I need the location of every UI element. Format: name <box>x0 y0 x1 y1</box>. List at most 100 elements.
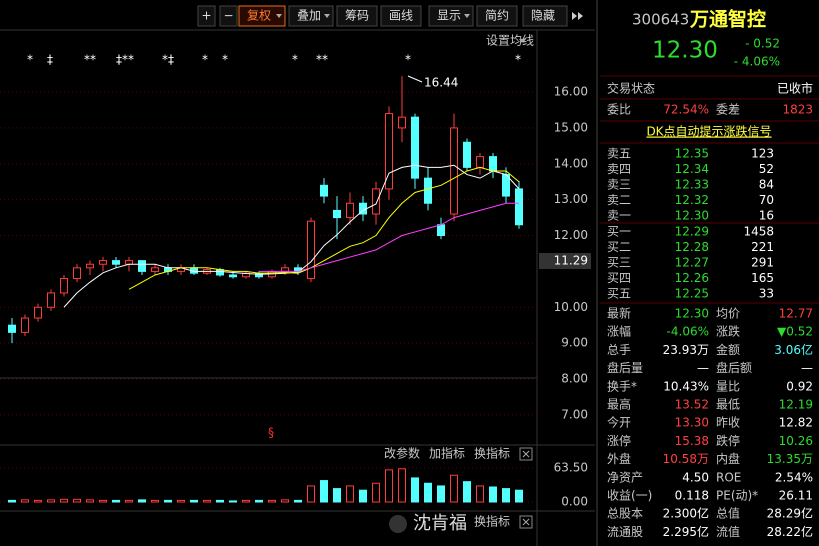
volume-bar <box>125 499 133 503</box>
volume-bar <box>515 489 523 503</box>
stat-value: 28.29亿 <box>767 506 813 521</box>
candle-body <box>125 260 133 265</box>
indicator-button[interactable]: 改参数 <box>384 446 420 461</box>
stat-value: 2.300亿 <box>663 506 709 521</box>
toolbar-button[interactable] <box>380 5 422 27</box>
event-marker[interactable]: * <box>202 53 208 67</box>
event-marker[interactable]: ** <box>84 53 96 67</box>
bid-volume: 33 <box>759 287 774 301</box>
diff-value: 1823 <box>782 103 813 117</box>
toolbar-button[interactable] <box>428 5 474 27</box>
toolbar-label: 筹码 <box>345 9 369 23</box>
volume-bar <box>242 499 250 503</box>
candle-body <box>60 278 68 294</box>
ask-price: 12.30 <box>675 209 709 223</box>
close-button[interactable] <box>519 515 533 529</box>
stat-value: 26.11 <box>779 489 813 503</box>
bid-label: 买一 <box>607 225 631 239</box>
toolbar-label: 画线 <box>389 9 413 23</box>
toolbar-button[interactable] <box>288 5 334 27</box>
diff-label: 委差 <box>716 103 740 117</box>
watermark: 沈肯福 <box>413 513 467 534</box>
dividend-marker: § <box>268 426 274 440</box>
volume-bar <box>476 485 484 503</box>
stat-label: 外盘 <box>607 451 631 466</box>
close-icon <box>522 518 530 526</box>
indicator-button[interactable]: 换指标 <box>474 446 510 461</box>
event-marker[interactable]: * <box>405 53 411 67</box>
indicator-button[interactable]: 加指标 <box>429 446 465 461</box>
indicator-button[interactable]: 换指标 <box>474 514 510 529</box>
candle-body <box>8 324 16 333</box>
volume-bar <box>268 499 276 503</box>
high-label: 16.44 <box>424 76 458 90</box>
volume-bar <box>333 488 341 503</box>
stat-value: 15.38 <box>675 434 709 448</box>
volume-bar <box>372 482 380 503</box>
bid-volume: 165 <box>751 271 774 285</box>
candle-body <box>21 317 29 333</box>
stat-label: 净资产 <box>607 470 643 484</box>
stat-value: 10.43% <box>663 379 709 393</box>
toolbar-label: 简约 <box>485 8 509 23</box>
toolbar-button[interactable] <box>197 5 216 27</box>
status-value: 已收市 <box>777 81 813 96</box>
toolbar-button[interactable] <box>238 5 286 27</box>
stat-value: 12.30 <box>675 307 709 321</box>
bid-price: 12.26 <box>675 271 709 285</box>
event-marker[interactable]: ‡** <box>116 53 134 67</box>
y-tick-label: 16.00 <box>554 85 588 99</box>
bid-volume: 291 <box>751 256 774 270</box>
volume-bar <box>307 485 315 503</box>
candle-body <box>34 306 42 319</box>
event-marker[interactable]: ‡ <box>47 53 53 67</box>
stat-label: 金额 <box>716 342 740 357</box>
toolbar-button[interactable] <box>336 5 378 27</box>
signal-link[interactable]: DK点自动提示涨跌信号 <box>646 124 771 139</box>
volume-bar <box>359 489 367 503</box>
stat-value: 0.118 <box>675 489 709 503</box>
moving-average <box>259 202 519 272</box>
stat-value: 23.93万 <box>663 343 709 357</box>
moving-average <box>128 166 520 290</box>
candle-body <box>515 188 523 226</box>
stat-value: 13.52 <box>675 398 709 412</box>
event-marker[interactable]: *‡ <box>162 53 174 67</box>
volume-bar <box>489 486 497 503</box>
bid-label: 买五 <box>607 287 631 301</box>
event-marker[interactable]: * <box>27 53 33 67</box>
volume-bar <box>34 499 42 503</box>
stat-value: 12.77 <box>779 307 813 321</box>
bid-label: 买二 <box>607 240 631 254</box>
toolbar-label: − <box>223 9 233 23</box>
volume-bar <box>385 469 393 503</box>
stat-value: 0.92 <box>786 379 813 393</box>
toolbar-button[interactable] <box>522 5 568 27</box>
price-change: - 0.52 <box>745 37 780 51</box>
toolbar-button[interactable] <box>219 5 238 27</box>
bid-price: 12.29 <box>675 225 709 239</box>
stat-value: — <box>801 361 813 375</box>
toolbar-label: + <box>201 9 211 23</box>
event-marker[interactable]: * <box>515 53 521 67</box>
ratio-label: 委比 <box>607 103 631 117</box>
y-tick-label: 9.00 <box>561 336 588 350</box>
stat-value: 2.54% <box>775 470 813 484</box>
event-marker[interactable]: ** <box>316 53 328 67</box>
candle-body <box>333 209 341 219</box>
ma-settings[interactable]: 设置均线 <box>486 34 534 48</box>
volume-bar <box>73 498 81 503</box>
stat-value: 2.295亿 <box>663 524 709 539</box>
stat-label: 最高 <box>607 397 631 412</box>
close-button[interactable] <box>519 447 533 461</box>
event-marker[interactable]: * <box>222 53 228 67</box>
stat-value: 10.26 <box>779 434 813 448</box>
stat-value: — <box>697 361 709 375</box>
stat-label: PE(动)* <box>716 489 758 503</box>
stock-code: 300643 <box>632 11 689 29</box>
toolbar-button[interactable] <box>476 5 518 27</box>
stat-value: -4.06% <box>667 325 709 339</box>
candle-body <box>437 224 445 237</box>
event-marker[interactable]: * <box>292 53 298 67</box>
